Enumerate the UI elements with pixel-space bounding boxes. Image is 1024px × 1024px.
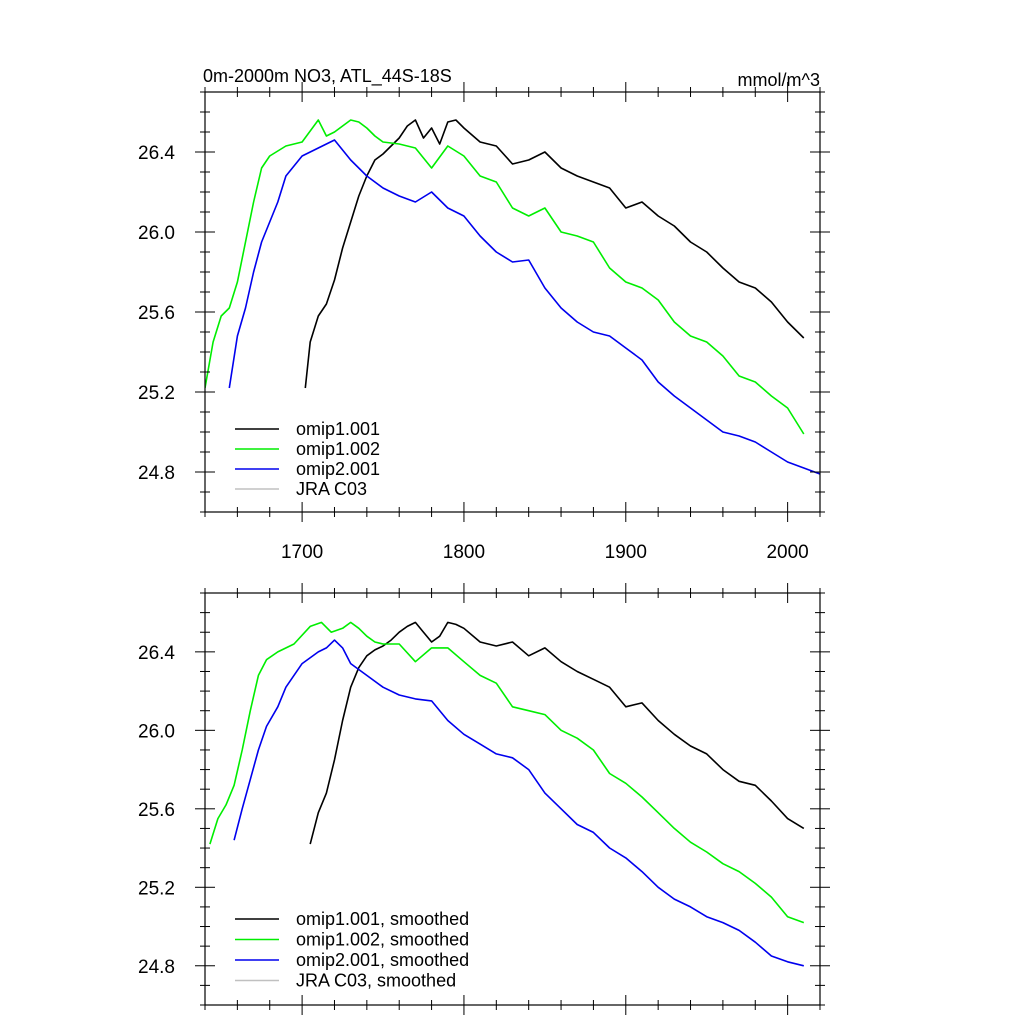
- series-line-3: [228, 139, 820, 475]
- y-tick-label: 26.0: [138, 223, 175, 244]
- chart-title: 0m-2000m NO3, ATL_44S-18S: [203, 66, 452, 87]
- plot-frame: [204, 91, 821, 513]
- x-tick-label: 2000: [766, 542, 808, 563]
- y-tick-label: 24.8: [138, 463, 175, 484]
- x-tick-label: 1700: [281, 542, 323, 563]
- plot-frame: [204, 592, 821, 1006]
- series-line-3: [233, 639, 804, 967]
- series-line-1: [309, 621, 805, 845]
- x-tick-label: 1800: [443, 542, 485, 563]
- series-line-2: [209, 621, 805, 924]
- legend-label: omip1.002: [296, 439, 380, 459]
- y-tick-label: 24.8: [138, 957, 175, 978]
- legend-label: omip1.002, smoothed: [296, 930, 469, 950]
- legend-label: JRA C03: [296, 479, 367, 499]
- y-tick-label: 25.2: [138, 383, 175, 404]
- units-label: mmol/m^3: [738, 70, 820, 90]
- y-tick-label: 25.2: [138, 878, 175, 899]
- legend-label: omip1.001: [296, 419, 380, 439]
- x-tick-label: 1900: [605, 542, 647, 563]
- series-line-2: [205, 119, 805, 435]
- y-tick-label: 26.4: [138, 143, 175, 164]
- y-tick-label: 26.4: [138, 643, 175, 664]
- y-tick-label: 26.0: [138, 721, 175, 742]
- y-tick-label: 25.6: [138, 800, 175, 821]
- legend-label: omip1.001, smoothed: [296, 909, 469, 929]
- series-line-1: [304, 119, 805, 389]
- legend-label: JRA C03, smoothed: [296, 971, 456, 991]
- bottom-panel: 24.8 25.2 25.6 26.0 26.4 omip1.001, smoothed…: [138, 583, 830, 1015]
- top-panel: 0m-2000m NO3, ATL_44S-18S mmol/m^3 1700 1…: [138, 66, 830, 563]
- legend-label: omip2.001, smoothed: [296, 950, 469, 970]
- legend-label: omip2.001: [296, 459, 380, 479]
- y-tick-label: 25.6: [138, 303, 175, 324]
